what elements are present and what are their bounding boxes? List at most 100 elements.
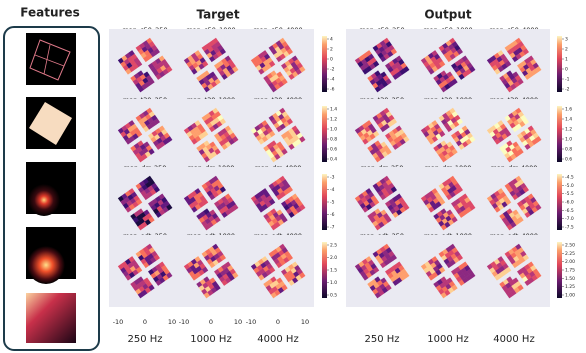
colorbar-label: 0.8 (330, 137, 337, 143)
colorbar-label: -4 (330, 77, 335, 83)
heatmap-cell (281, 284, 288, 291)
colorbar (322, 106, 327, 162)
colorbar-label: -6.0 (565, 200, 574, 206)
heatmap-bg (175, 99, 247, 171)
heatmap-cell (214, 216, 221, 223)
heatmap-cell (299, 66, 306, 73)
heatmap-bg (346, 99, 418, 171)
colorbar-label: 1.0 (330, 280, 337, 286)
colorbar-label: 1.4 (565, 117, 572, 123)
frequency-label: 4000 Hz (493, 334, 534, 345)
heatmap-bg (109, 99, 181, 171)
heatmap-cell (135, 60, 143, 68)
colorbar-label: -7.0 (565, 216, 574, 222)
heatmap-bg (175, 167, 247, 239)
colorbar-label: 0 (565, 67, 568, 73)
heatmap-cell (372, 198, 380, 206)
colorbar-label: 0 (330, 57, 333, 63)
frequency-label: 4000 Hz (257, 334, 298, 345)
heatmap-cell (451, 284, 458, 291)
colorbar-label: 4 (330, 37, 333, 43)
heatmap (109, 29, 181, 101)
heatmap (412, 99, 484, 171)
colorbar (557, 242, 562, 298)
colorbar-label: 0.4 (330, 157, 337, 163)
heatmap-cell (219, 48, 227, 55)
heatmap-cell (456, 254, 464, 261)
heatmap (478, 167, 550, 239)
heatmap-cell (438, 60, 446, 68)
heatmap-cell (219, 118, 227, 125)
heatmap-cell (214, 284, 221, 291)
heatmap-cell (201, 130, 209, 138)
colorbar-label: -4.5 (565, 175, 574, 181)
heatmap-cell (135, 130, 143, 138)
colorbar-label: 1.6 (565, 107, 572, 113)
colorbar (322, 174, 327, 230)
heatmap-cell (390, 48, 398, 55)
colorbar-label: 1.75 (565, 268, 575, 274)
heatmap-cell (504, 198, 512, 206)
heatmap-cell (451, 148, 458, 155)
heatmap-cell (469, 136, 476, 143)
heatmap-bg (412, 167, 484, 239)
heatmap-cell (153, 48, 161, 55)
colorbar-label: 1.0 (565, 137, 572, 143)
colorbar-label: 1.50 (565, 276, 575, 282)
colorbar (557, 36, 562, 92)
features-frame (3, 26, 100, 351)
heatmap-cell (469, 66, 476, 73)
x-tick-label: -10 (113, 318, 124, 326)
heatmap-cell (390, 186, 398, 193)
heatmap-cell (153, 254, 161, 261)
feature-images (26, 33, 76, 343)
colorbar-label: -1 (565, 77, 570, 83)
heatmap-cell (286, 118, 294, 125)
heatmap-cell (232, 136, 239, 143)
heatmap (412, 235, 484, 307)
heatmap-cell (299, 204, 306, 211)
heatmap-bg (109, 29, 181, 101)
heatmap-bg (478, 99, 550, 171)
heatmap-cell (522, 186, 530, 193)
heatmap-cell (385, 284, 392, 291)
heatmap (109, 167, 181, 239)
heatmap-cell (286, 186, 294, 193)
colorbar-label: -6 (330, 87, 335, 93)
heatmap-cell (166, 136, 173, 143)
heatmap-bg (346, 29, 418, 101)
colorbar-label: -2 (565, 87, 570, 93)
heatmap-cell (390, 118, 398, 125)
colorbar-label: 1 (565, 57, 568, 63)
heatmap-cell (469, 204, 476, 211)
x-tick-label: 10 (168, 318, 176, 326)
colorbar-label: 0.8 (565, 147, 572, 153)
colorbar-label: -5.0 (565, 183, 574, 189)
heatmap-cell (299, 272, 306, 279)
heatmap-cell (268, 266, 276, 274)
heatmap-cell (148, 78, 155, 85)
colorbar-label: -5.5 (565, 191, 574, 197)
heatmap-cell (403, 272, 410, 279)
heatmap-cell (517, 216, 524, 223)
heatmap-bg (109, 235, 181, 307)
heatmap-cell (517, 284, 524, 291)
heatmap-cell (166, 204, 173, 211)
heatmap-cell (219, 186, 227, 193)
colorbar (557, 174, 562, 230)
heatmap (346, 167, 418, 239)
heatmap-cell (403, 204, 410, 211)
heatmap (175, 167, 247, 239)
colorbar-label: 2 (330, 47, 333, 53)
heatmap-bg (412, 235, 484, 307)
heatmap-cell (148, 148, 155, 155)
heatmap-cell (504, 266, 512, 274)
heatmap-cell (456, 48, 464, 55)
colorbar-label: 0.5 (330, 293, 337, 299)
heatmap-cell (469, 272, 476, 279)
colorbar-label: 1.2 (565, 127, 572, 133)
heatmap-cell (281, 148, 288, 155)
colorbar-label: 2.5 (330, 243, 337, 249)
heatmap-bg (175, 235, 247, 307)
